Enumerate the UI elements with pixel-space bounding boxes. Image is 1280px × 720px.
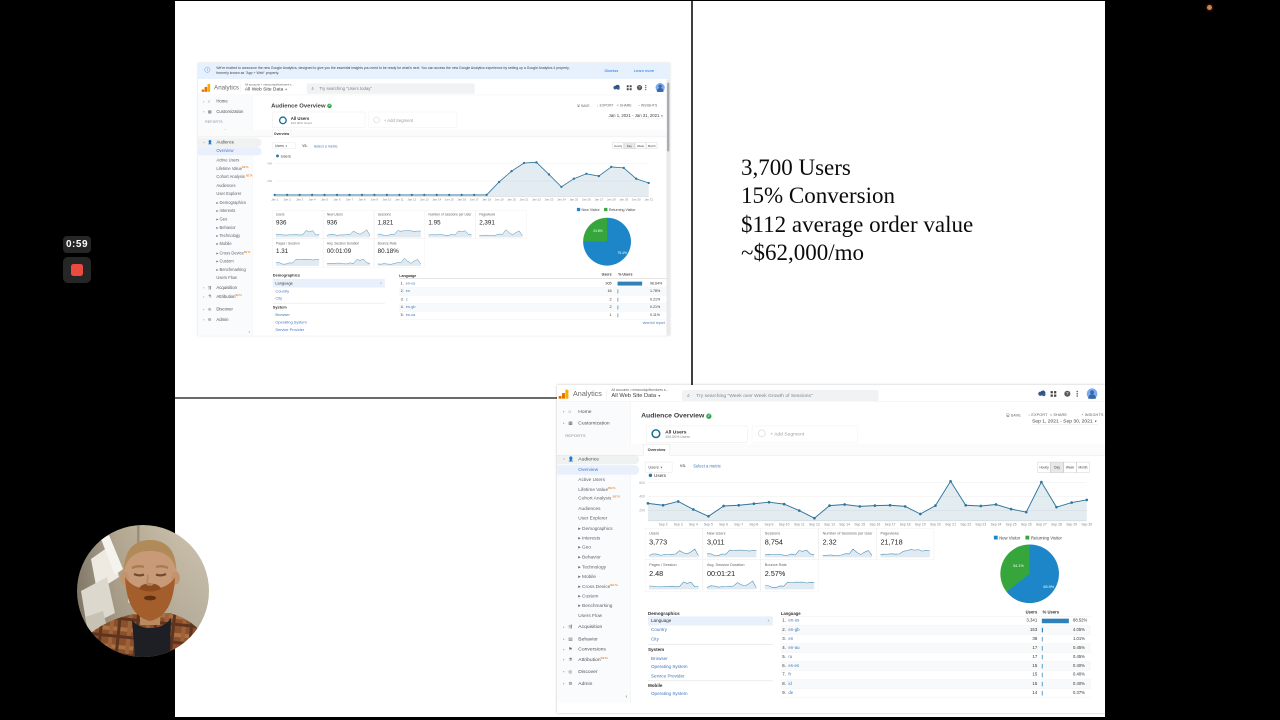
svg-text:Jan 7: Jan 7 [346, 197, 354, 201]
svg-text:Jan 19: Jan 19 [495, 197, 504, 201]
svg-text:Jan 24: Jan 24 [557, 197, 566, 201]
svg-text:Jan 22: Jan 22 [532, 197, 541, 201]
svg-text:Jan 25: Jan 25 [569, 197, 578, 201]
svg-text:Jan 26: Jan 26 [582, 197, 591, 201]
svg-text:Jan 10: Jan 10 [382, 197, 391, 201]
svg-text:200: 200 [267, 179, 272, 183]
svg-text:Sep 30: Sep 30 [1081, 522, 1092, 526]
svg-text:400: 400 [267, 162, 272, 166]
svg-text:Sep 26: Sep 26 [1021, 522, 1032, 526]
svg-text:Sep 9: Sep 9 [765, 522, 774, 526]
svg-text:Sep 20: Sep 20 [930, 522, 941, 526]
svg-text:Sep 13: Sep 13 [824, 522, 835, 526]
svg-text:Jan 28: Jan 28 [607, 197, 616, 201]
svg-text:Jan 21: Jan 21 [520, 197, 529, 201]
svg-text:Sep 15: Sep 15 [854, 522, 865, 526]
svg-text:Sep 7: Sep 7 [734, 522, 743, 526]
svg-text:Jan 8: Jan 8 [358, 197, 366, 201]
svg-text:Sep 18: Sep 18 [900, 522, 911, 526]
svg-text:600: 600 [639, 481, 645, 485]
svg-text:Sep 14: Sep 14 [839, 522, 850, 526]
svg-text:Sep 12: Sep 12 [809, 522, 820, 526]
svg-text:Jan 29: Jan 29 [619, 197, 628, 201]
svg-text:Jan 5: Jan 5 [321, 197, 329, 201]
svg-text:Jan 23: Jan 23 [545, 197, 554, 201]
svg-text:Sep 11: Sep 11 [794, 522, 805, 526]
svg-text:Sep 3: Sep 3 [674, 522, 683, 526]
svg-text:Jan 6: Jan 6 [333, 197, 341, 201]
svg-text:Sep 10: Sep 10 [779, 522, 790, 526]
svg-text:Sep 27: Sep 27 [1036, 522, 1047, 526]
svg-text:Sep 4: Sep 4 [689, 522, 698, 526]
svg-text:Sep 29: Sep 29 [1066, 522, 1077, 526]
svg-text:Sep 25: Sep 25 [1006, 522, 1017, 526]
svg-text:Jan 14: Jan 14 [432, 197, 441, 201]
svg-text:Sep 5: Sep 5 [704, 522, 713, 526]
svg-text:200: 200 [639, 509, 645, 513]
svg-text:Jan 17: Jan 17 [470, 197, 479, 201]
svg-text:Jan 31: Jan 31 [644, 197, 653, 201]
svg-text:Sep 21: Sep 21 [945, 522, 956, 526]
svg-text:Jan 16: Jan 16 [457, 197, 466, 201]
svg-text:Sep 19: Sep 19 [915, 522, 926, 526]
svg-text:Jan 11: Jan 11 [395, 197, 404, 201]
svg-text:Jan 12: Jan 12 [407, 197, 416, 201]
svg-text:Jan 2: Jan 2 [284, 197, 292, 201]
svg-text:Sep 6: Sep 6 [719, 522, 728, 526]
svg-text:Jan 9: Jan 9 [371, 197, 379, 201]
svg-text:Jan 27: Jan 27 [594, 197, 603, 201]
svg-text:Jan 3: Jan 3 [296, 197, 304, 201]
svg-text:Jan 30: Jan 30 [632, 197, 641, 201]
svg-text:Jan 1: Jan 1 [271, 197, 279, 201]
svg-text:Jan 15: Jan 15 [445, 197, 454, 201]
svg-text:Sep 23: Sep 23 [975, 522, 986, 526]
svg-text:Jan 13: Jan 13 [420, 197, 429, 201]
svg-text:Sep 16: Sep 16 [870, 522, 881, 526]
svg-text:Sep 28: Sep 28 [1051, 522, 1062, 526]
svg-text:Jan 20: Jan 20 [507, 197, 516, 201]
svg-text:400: 400 [639, 495, 645, 499]
svg-text:Sep 22: Sep 22 [960, 522, 971, 526]
svg-text:Sep 2: Sep 2 [659, 522, 668, 526]
svg-text:Sep 24: Sep 24 [991, 522, 1002, 526]
svg-text:Jan 4: Jan 4 [309, 197, 317, 201]
svg-text:Sep 8: Sep 8 [749, 522, 758, 526]
svg-text:Sep 17: Sep 17 [885, 522, 896, 526]
svg-text:Jan 18: Jan 18 [482, 197, 491, 201]
